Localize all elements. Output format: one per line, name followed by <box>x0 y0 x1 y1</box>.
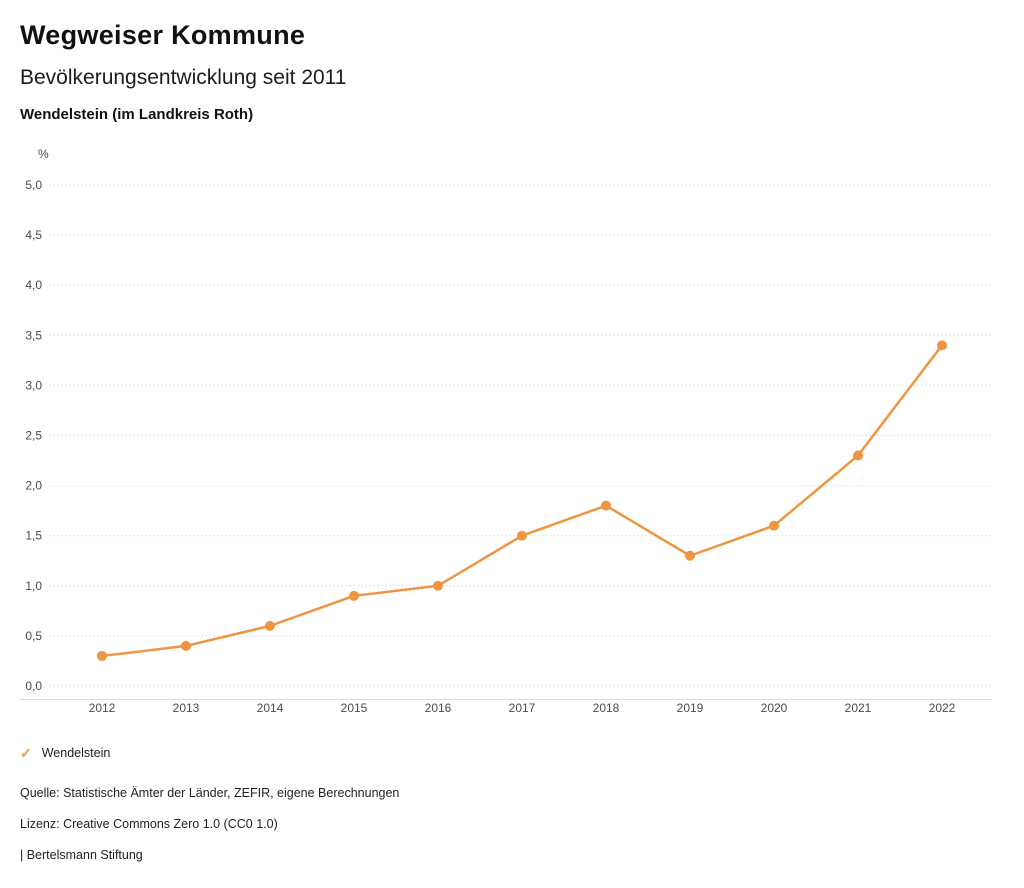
y-tick-label: 3,0 <box>25 378 42 392</box>
data-point[interactable] <box>601 500 611 511</box>
y-axis-unit-label: % <box>38 147 49 161</box>
y-tick-label: 5,0 <box>25 178 42 192</box>
x-tick-label: 2020 <box>761 701 788 715</box>
data-point[interactable] <box>685 550 695 561</box>
data-point[interactable] <box>433 580 443 591</box>
y-tick-label: 1,0 <box>25 579 42 593</box>
data-point[interactable] <box>517 530 527 541</box>
region-label: Wendelstein (im Landkreis Roth) <box>20 106 254 123</box>
x-tick-label: 2015 <box>341 701 368 715</box>
y-tick-label: 4,5 <box>25 228 42 242</box>
chart-subtitle: Bevölkerungsentwicklung seit 2011 <box>20 66 347 89</box>
legend-check-icon[interactable]: ✓ <box>20 745 32 761</box>
data-point[interactable] <box>349 590 359 601</box>
license-note: Lizenz: Creative Commons Zero 1.0 (CC0 1… <box>20 817 278 831</box>
population-line-chart: 0,0 0,5 1,0 1,5 2,0 2,5 3,0 3,5 4,0 4,5 5,0 2012 201… <box>20 178 992 715</box>
y-tick-label: 2,5 <box>25 429 42 443</box>
y-tick-label: 3,5 <box>25 328 42 342</box>
data-point[interactable] <box>181 640 191 651</box>
x-tick-label: 2013 <box>173 701 200 715</box>
x-tick-label: 2012 <box>89 701 116 715</box>
x-tick-label: 2017 <box>509 701 536 715</box>
series-line <box>100 344 944 658</box>
y-tick-label: 2,0 <box>25 479 42 493</box>
legend-series-label[interactable]: Wendelstein <box>41 746 111 760</box>
attribution-note: | Bertelsmann Stiftung <box>20 848 143 862</box>
y-tick-label: 0,0 <box>25 679 42 693</box>
x-tick-label: 2021 <box>845 701 872 715</box>
source-note: Quelle: Statistische Ämter der Länder, Z… <box>20 786 400 800</box>
data-point[interactable] <box>937 340 947 351</box>
y-tick-label: 4,0 <box>25 278 42 292</box>
data-point[interactable] <box>265 620 275 631</box>
x-tick-label: 2014 <box>257 701 284 715</box>
data-point[interactable] <box>97 650 107 661</box>
data-point[interactable] <box>853 450 863 461</box>
y-tick-label: 0,5 <box>25 629 42 643</box>
data-point[interactable] <box>769 520 779 531</box>
x-tick-label: 2019 <box>677 701 704 715</box>
legend: ✓ Wendelstein <box>20 746 110 760</box>
x-tick-label: 2016 <box>425 701 452 715</box>
y-tick-label: 1,5 <box>25 529 42 543</box>
x-tick-label: 2022 <box>929 701 956 715</box>
x-tick-label: 2018 <box>593 701 620 715</box>
page-title: Wegweiser Kommune <box>20 20 306 50</box>
